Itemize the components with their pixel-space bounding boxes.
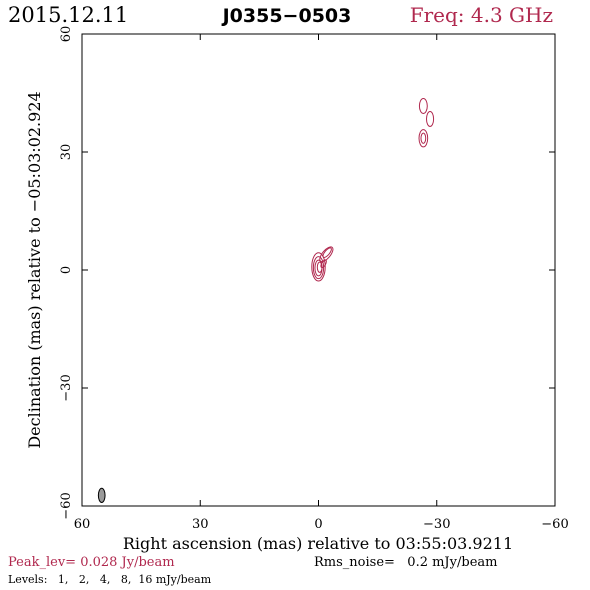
y-axis: −60 −30 0 30 60 bbox=[59, 26, 555, 520]
rms-noise: Rms_noise= 0.2 mJy/beam bbox=[314, 555, 497, 570]
y-tick-label: −30 bbox=[59, 374, 74, 401]
beam-layer bbox=[97, 487, 106, 503]
observation-date: 2015.12.11 bbox=[8, 3, 128, 27]
frequency-label: Freq: 4.3 GHz bbox=[410, 3, 553, 27]
contour-line bbox=[312, 256, 325, 280]
beam-ellipse bbox=[97, 487, 106, 503]
x-tick-label: 60 bbox=[74, 517, 91, 532]
contour-layer bbox=[311, 98, 435, 282]
x-tick-label: 30 bbox=[192, 517, 209, 532]
x-axis-label: Right ascension (mas) relative to 03:55:… bbox=[123, 534, 513, 553]
y-tick-label: 30 bbox=[59, 144, 74, 161]
y-axis-label: Declination (mas) relative to −05:03:02.… bbox=[25, 91, 44, 448]
contour-line bbox=[418, 98, 428, 114]
x-tick-label: −30 bbox=[423, 517, 450, 532]
contour-line bbox=[426, 110, 435, 127]
contour-levels: Levels: 1, 2, 4, 8, 16 mJy/beam bbox=[8, 573, 212, 586]
source-name: J0355−0503 bbox=[221, 5, 352, 27]
contour-line bbox=[418, 129, 429, 148]
plot-frame bbox=[81, 33, 556, 507]
contour-line bbox=[320, 259, 327, 269]
x-axis: 60 30 0 −30 −60 bbox=[74, 34, 569, 532]
peak-level: Peak_lev= 0.028 Jy/beam bbox=[8, 555, 175, 570]
y-tick-label: −60 bbox=[59, 492, 74, 519]
x-tick-label: −60 bbox=[541, 517, 568, 532]
y-tick-label: 60 bbox=[59, 26, 74, 43]
x-tick-label: 0 bbox=[314, 517, 322, 532]
contour-line bbox=[322, 247, 332, 258]
contour-line bbox=[311, 252, 326, 282]
contour-line bbox=[420, 132, 427, 144]
contour-line bbox=[319, 246, 334, 263]
y-tick-label: 0 bbox=[59, 266, 74, 274]
